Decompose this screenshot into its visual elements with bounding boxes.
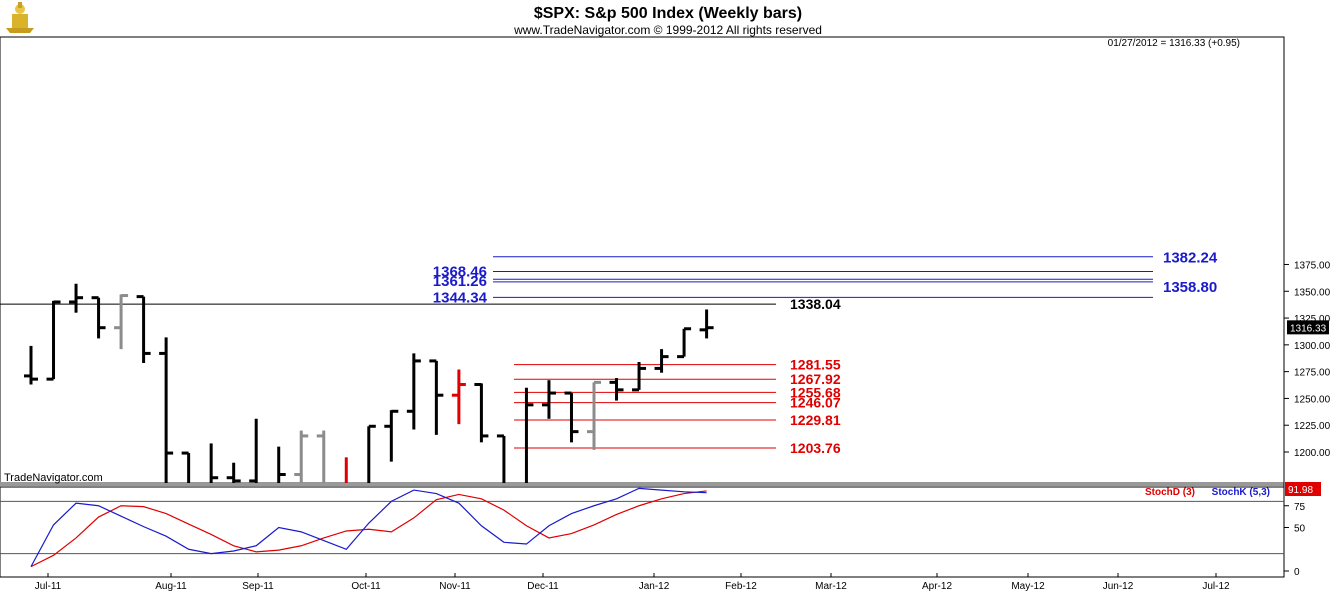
stoch-panel-frame: [0, 486, 1285, 578]
price-tick-label: 1350.00: [1294, 287, 1331, 298]
date-tick-label: Jul-11: [35, 581, 62, 592]
ohlc-bar: [294, 430, 309, 483]
ohlc-bar: [367, 424, 376, 483]
price-tick-label: 1200.00: [1294, 448, 1331, 459]
quote-readout: 01/27/2012 = 1316.33 (+0.95): [1108, 38, 1240, 49]
black-level-label: 1338.04: [790, 296, 841, 312]
chart-title: $SPX: S&p 500 Index (Weekly bars): [534, 5, 802, 22]
ohlc-bar: [316, 430, 326, 483]
price-tick-label: 1325.00: [1294, 314, 1331, 325]
price-axis: 1200.00 1225.00 1250.00 1275.00 1300.00 1325.…: [1284, 260, 1331, 459]
date-tick-label: Dec-11: [527, 581, 559, 592]
ohlc-bar: [609, 378, 624, 401]
ohlc-bar: [474, 382, 489, 443]
stochK-line: [30, 487, 707, 567]
ohlc-bar: [69, 283, 84, 313]
ohlc-bar: [277, 446, 286, 483]
stochD-line: [30, 490, 707, 568]
date-tick-label: Feb-12: [725, 581, 757, 592]
date-tick-label: Apr-12: [922, 581, 952, 592]
date-tick-label: Mar-12: [815, 581, 847, 592]
date-axis: Jul-11 Aug-11 Sep-11 Oct-11 Nov-11 Dec-11 Jan-…: [35, 573, 1230, 592]
ohlc-bar: [541, 380, 556, 419]
stoch-last-label: 91.98: [1288, 485, 1313, 496]
ohlc-bar: [632, 361, 647, 392]
blue-level-label: 1358.80: [1163, 279, 1217, 296]
date-tick-label: Nov-11: [439, 581, 471, 592]
ohlc-bar: [91, 296, 106, 339]
price-tick-label: 1250.00: [1294, 394, 1331, 405]
ohlc-bar: [46, 300, 61, 381]
ohlc-bar: [24, 345, 38, 385]
last-price-label: 1316.33: [1290, 323, 1327, 334]
last-price-marker: 1316.33: [1287, 320, 1329, 335]
ohlc-bar: [136, 295, 151, 364]
ohlc-bar: [384, 409, 399, 462]
price-tick-label: 1275.00: [1294, 368, 1331, 379]
date-tick-label: Jan-12: [639, 581, 670, 592]
stochastic-layer: 0 50 75: [0, 487, 1306, 578]
chart-subtitle: www.TradeNavigator.com © 1999-2012 All r…: [513, 23, 822, 37]
red-level-label: 1267.92: [790, 371, 841, 387]
stochK-legend: StochK (5,3): [1212, 487, 1270, 498]
stoch-tick-label: 75: [1294, 502, 1306, 513]
blue-level-label: 1361.26: [433, 273, 487, 290]
ohlc-bar: [587, 380, 601, 450]
ohlc-bar: [181, 451, 191, 483]
ohlc-bar: [496, 434, 506, 483]
date-tick-label: Oct-11: [351, 581, 381, 592]
ohlc-bar: [114, 294, 129, 350]
logo-icon: [6, 2, 34, 33]
blue-level-label: 1368.46: [433, 263, 487, 280]
watermark: TradeNavigator.com: [4, 472, 103, 484]
ohlc-bar: [406, 353, 421, 430]
ohlc-bar: [564, 391, 579, 443]
price-tick-label: 1300.00: [1294, 341, 1331, 352]
ohlc-bar: [654, 349, 669, 373]
ohlc-bar: [226, 462, 241, 483]
date-tick-label: Jul-12: [1202, 581, 1230, 592]
blue-level-label: 1344.34: [433, 289, 488, 306]
stoch-tick-label: 0: [1294, 567, 1300, 578]
date-tick-label: Aug-11: [155, 581, 187, 592]
red-level-label: 1246.07: [790, 395, 841, 411]
price-tick-label: 1225.00: [1294, 421, 1331, 432]
date-tick-label: Sep-11: [242, 581, 274, 592]
ohlc-bar: [429, 359, 444, 435]
date-tick-label: Jun-12: [1103, 581, 1134, 592]
ohlc-bar: [209, 443, 219, 483]
date-tick-label: May-12: [1011, 581, 1045, 592]
price-panel-frame: [0, 36, 1285, 485]
ohlc-bar: [451, 369, 466, 425]
red-level-label: 1281.55: [790, 357, 841, 373]
blue-level-label: 1382.24: [1163, 250, 1218, 267]
ohlc-bar: [249, 418, 258, 483]
price-tick-label: 1375.00: [1294, 260, 1331, 271]
ohlc-bar: [159, 337, 174, 483]
stoch-last-marker: 91.98: [1285, 482, 1321, 496]
ohlc-bar: [677, 327, 692, 359]
stochD-legend: StochD (3): [1145, 487, 1195, 498]
red-level-label: 1203.76: [790, 440, 841, 456]
bars-layer: [24, 283, 714, 483]
ohlc-bar: [524, 387, 534, 483]
stoch-tick-label: 50: [1294, 524, 1306, 535]
ohlc-bar: [699, 309, 714, 339]
red-level-label: 1255.68: [790, 384, 841, 400]
red-level-label: 1229.81: [790, 412, 841, 428]
